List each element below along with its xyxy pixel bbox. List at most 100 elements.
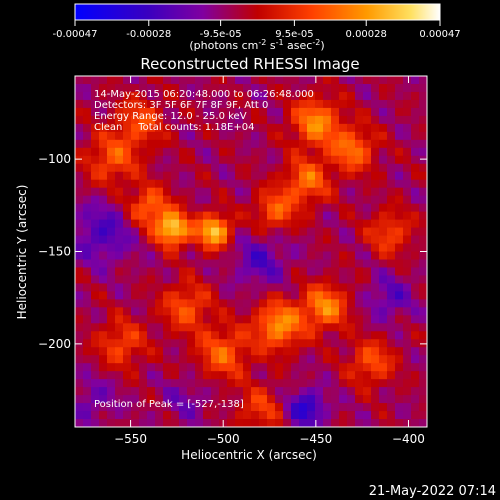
heatmap-cell [107,379,116,388]
heatmap-cell [83,83,92,93]
heatmap-cell [139,76,148,85]
heatmap-cell [379,187,388,197]
heatmap-cell [307,419,316,428]
heatmap-cell [347,379,356,388]
heatmap-cell [163,179,172,189]
heatmap-cell [267,115,276,125]
heatmap-cell [331,235,340,244]
heatmap-cell [395,371,404,380]
heatmap-cell [203,155,212,165]
heatmap-cell [283,395,292,404]
heatmap-cell [155,307,164,316]
heatmap-cell [307,243,316,252]
heatmap-cell [411,331,420,340]
heatmap-cell [291,227,300,236]
heatmap-cell [211,387,220,396]
heatmap-cell [219,99,228,109]
heatmap-cell [187,83,196,93]
heatmap-cell [179,171,188,181]
heatmap-cell [259,267,268,276]
heatmap-cell [75,243,84,252]
heatmap-cell [99,259,108,268]
heatmap-cell [243,147,252,157]
heatmap-cell [363,203,372,213]
heatmap-cell [91,147,100,157]
heatmap-cell [323,163,332,173]
heatmap-cell [235,363,244,372]
heatmap-cell [267,339,276,348]
heatmap-cell [131,419,140,428]
heatmap-cell [395,91,404,101]
heatmap-cell [83,419,92,428]
heatmap-cell [91,419,100,428]
annotations: 14-May-2015 06:20:48.000 to 06:26:48.000… [94,89,314,410]
heatmap-cell [99,291,108,300]
heatmap-cell [291,355,300,364]
heatmap-cell [203,283,212,292]
heatmap-cell [155,99,164,109]
heatmap-cell [371,331,380,340]
heatmap-cell [123,275,132,284]
heatmap-cell [339,323,348,332]
heatmap-cell [219,227,228,236]
heatmap-cell [299,195,308,205]
heatmap-cell [123,107,132,117]
heatmap-cell [275,211,284,220]
heatmap-cell [211,83,220,93]
heatmap-cell [187,355,196,364]
heatmap-cell [315,211,324,220]
heatmap-cell [267,171,276,181]
heatmap-cell [363,387,372,396]
heatmap-cell [275,275,284,284]
heatmap-cell [419,211,428,220]
heatmap-cell [283,291,292,300]
heatmap-cell [291,299,300,308]
heatmap-cell [379,387,388,396]
heatmap-cell [243,403,252,412]
heatmap-cell [323,76,332,85]
heatmap-cell [91,99,100,109]
heatmap-cell [419,139,428,149]
heatmap-cell [259,307,268,316]
heatmap-cell [171,107,180,117]
heatmap-cell [403,107,412,117]
heatmap-cell [155,395,164,404]
heatmap-cell [187,219,196,228]
heatmap-cell [387,187,396,197]
heatmap-cell [283,347,292,356]
heatmap-cell [107,291,116,300]
heatmap-cell [147,355,156,364]
heatmap-cell [163,323,172,332]
heatmap-cell [411,403,420,412]
heatmap-cell [131,371,140,380]
heatmap-cell [363,123,372,133]
heatmap-cell [379,211,388,220]
heatmap-cell [195,411,204,420]
heatmap-cell [363,275,372,284]
heatmap-cell [227,371,236,380]
colorbar-tick-label: -0.00047 [53,29,98,40]
heatmap-cell [315,291,324,300]
heatmap-cell [347,347,356,356]
heatmap-cell [179,347,188,356]
heatmap-cell [299,307,308,316]
heatmap-cell [395,195,404,205]
heatmap-cell [243,195,252,205]
heatmap-cell [339,155,348,165]
heatmap-cell [363,107,372,117]
heatmap-cell [115,419,124,428]
heatmap-cell [139,187,148,197]
heatmap-cell [355,211,364,220]
heatmap-cell [307,379,316,388]
heatmap-cell [251,123,260,133]
heatmap-cell [147,339,156,348]
heatmap-cell [203,323,212,332]
heatmap-cell [139,411,148,420]
heatmap-cell [163,419,172,428]
heatmap-cell [387,291,396,300]
heatmap-cell [379,227,388,236]
heatmap-cell [99,379,108,388]
heatmap-cell [347,219,356,228]
heatmap-cell [395,131,404,141]
heatmap-cell [91,163,100,173]
